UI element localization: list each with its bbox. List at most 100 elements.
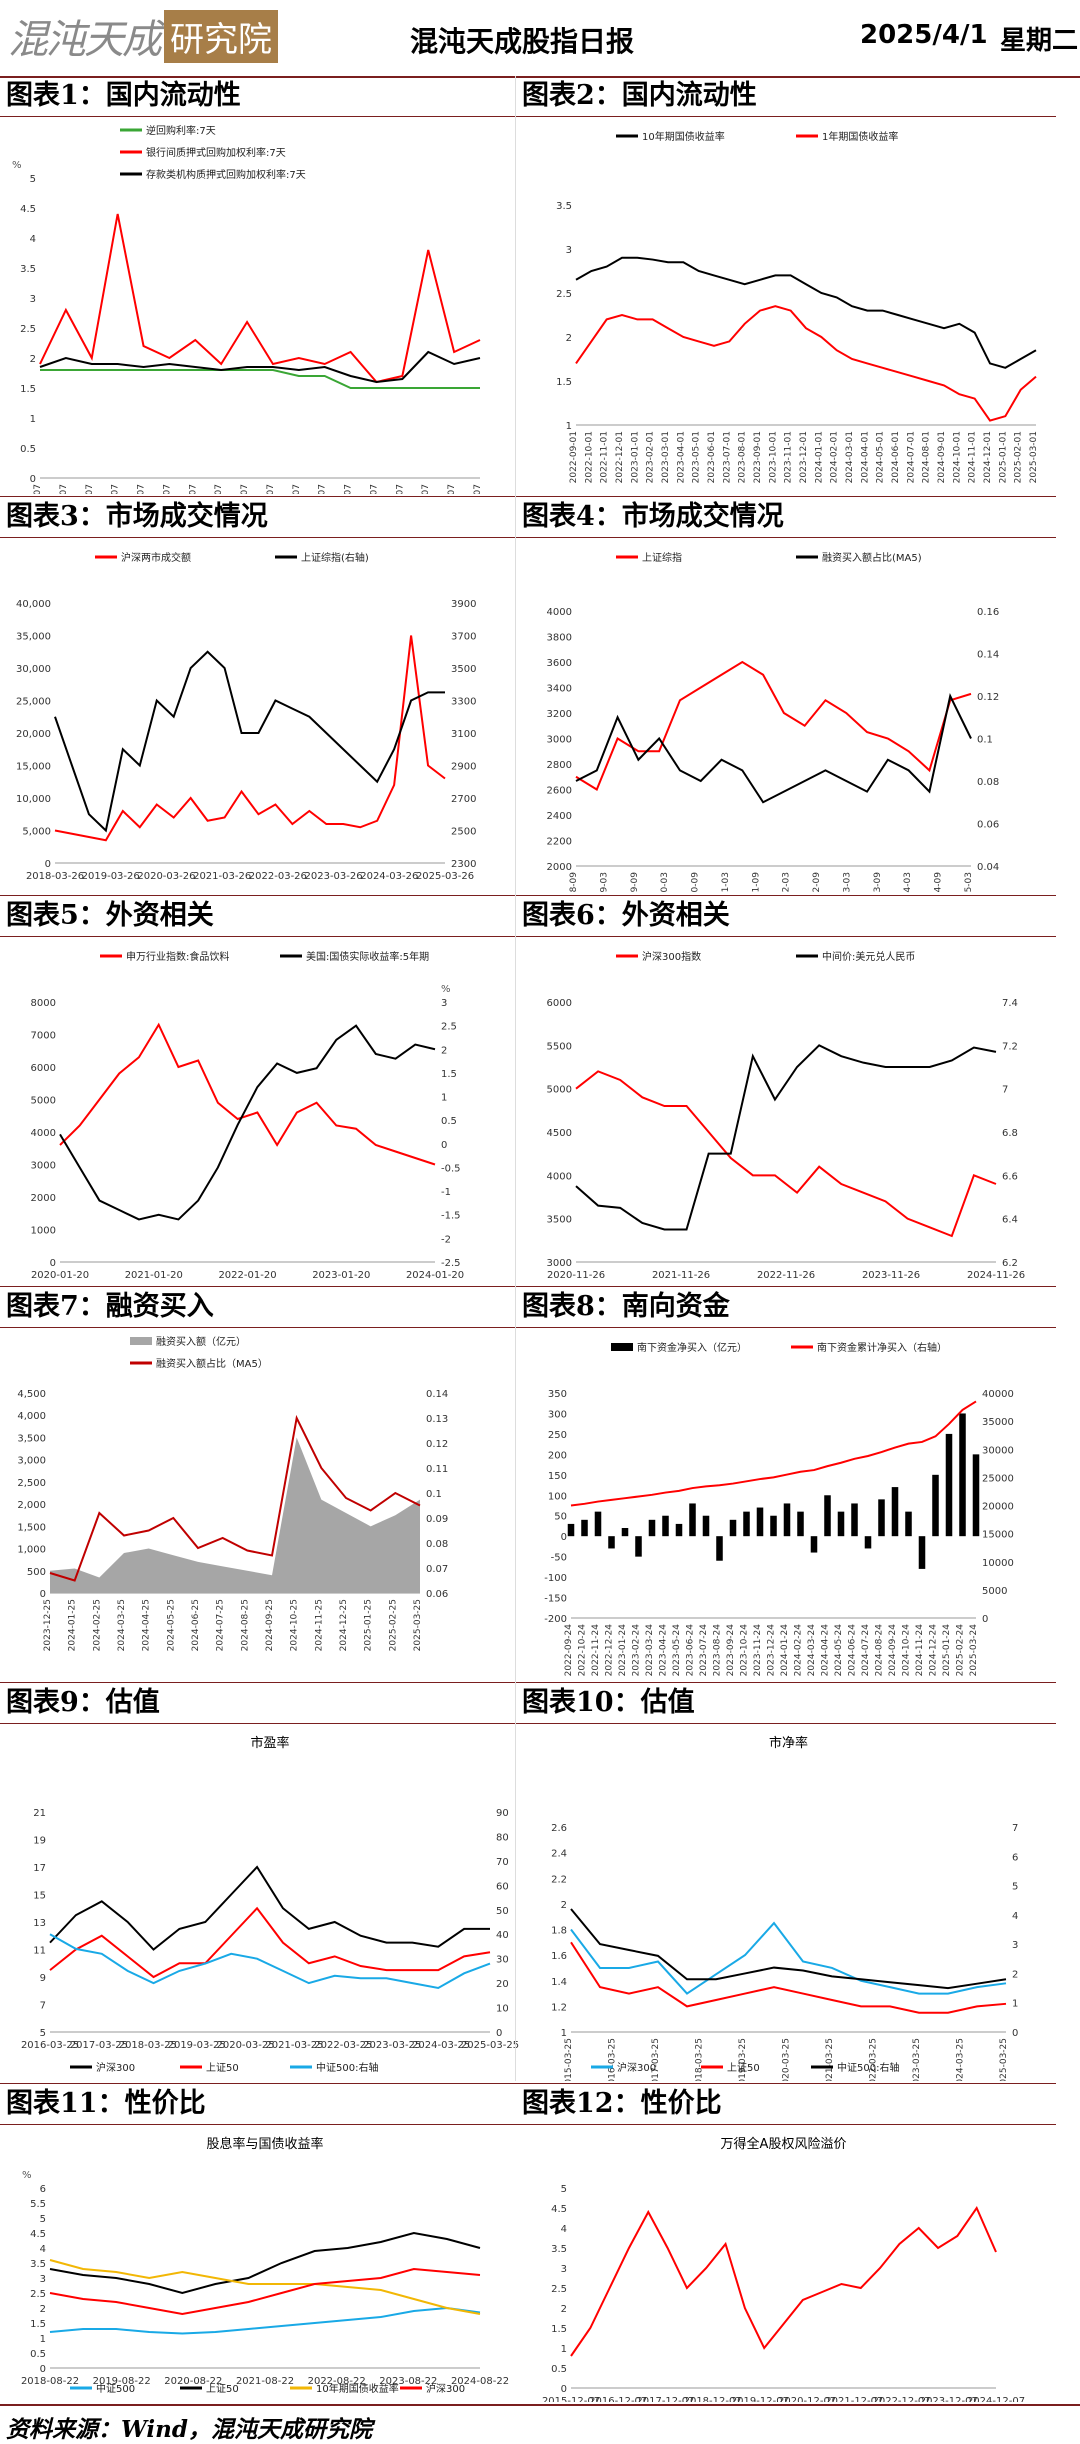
x-tick-label: 2023-08-24: [713, 1624, 723, 1677]
x-tick-label: 2024-08-07: [292, 484, 302, 494]
x-tick-label: 2024-01-24: [780, 1624, 790, 1677]
x-tick-label: 2024-03-25: [412, 2040, 470, 2051]
x-tick-label: 2024-12-01: [983, 431, 993, 483]
y2-tick-label: 6.6: [1002, 1171, 1018, 1182]
bar: [594, 1511, 602, 1537]
y2-tick-label: 70: [496, 1857, 509, 1868]
y-tick-label: 11: [33, 1946, 46, 1957]
series-line: [59, 1022, 436, 1166]
legend-label: 10年期国债收益率: [642, 130, 725, 143]
x-tick-label: 2024-07-07: [266, 484, 276, 494]
x-tick-label: 2023-09-24: [726, 1624, 736, 1677]
legend-label: 上证50: [206, 2062, 239, 2074]
y2-tick-label: 40: [496, 1930, 509, 1941]
y-tick-label: 3: [566, 245, 572, 256]
y-tick-label: 15,000: [16, 762, 51, 773]
y-tick-label: 8000: [31, 998, 56, 1009]
x-tick-label: 2021-03-25: [825, 2038, 835, 2081]
x-tick-label: 2021-03-25: [265, 2040, 323, 2051]
x-tick-label: 2025-03-07: [473, 484, 483, 494]
report-date: 2025/4/1: [860, 20, 988, 50]
x-tick-label: 2018-03-26: [26, 871, 84, 882]
y-tick-label: 1: [40, 2334, 46, 2345]
y-tick-label: 1.4: [551, 1977, 567, 1988]
x-tick-label: 2020-03-25: [782, 2038, 792, 2081]
chart-panel-title: 图表8：南向资金: [522, 1291, 730, 1322]
y2-tick-label: 0.16: [977, 607, 999, 618]
x-tick-label: 2022-12-24: [605, 1624, 615, 1677]
y-tick-label: 2000: [31, 1193, 56, 1204]
series-line: [49, 1865, 490, 1951]
y-tick-label: 2: [30, 354, 36, 365]
x-tick-label: 2017-03-25: [70, 2040, 128, 2051]
panel-title-divider: [516, 116, 1056, 117]
y2-tick-label: 0: [982, 1614, 988, 1625]
x-tick-label: 2023-07-24: [699, 1624, 709, 1677]
bar: [932, 1474, 939, 1537]
y-tick-label: 4.5: [30, 2229, 46, 2240]
y2-tick-label: 3900: [451, 599, 476, 610]
x-tick-label: 2023-01-20: [312, 1270, 370, 1281]
y-tick-label: 3000: [547, 1258, 572, 1269]
x-tick-label: 2021-08-22: [236, 2376, 294, 2387]
y2-axis-unit: %: [441, 984, 451, 995]
chart-legend: 沪深300指数 中间价:美元兑人民币: [616, 950, 915, 963]
bar: [756, 1507, 764, 1537]
x-tick-label: 2023-03-01: [661, 431, 671, 483]
x-tick-label: 2024-05-07: [214, 484, 224, 494]
y-tick-label: 5.5: [30, 2199, 46, 2210]
y-tick-label: 6000: [31, 1063, 56, 1074]
y-tick-label: 35,000: [16, 632, 51, 643]
y2-tick-label: 35000: [982, 1417, 1014, 1428]
y-tick-label: 3400: [547, 684, 572, 695]
legend-label: 南下资金累计净买入（右轴）: [817, 1341, 947, 1354]
y-tick-label: 19: [33, 1836, 46, 1847]
y-tick-label: 1,500: [17, 1522, 46, 1533]
y-tick-label: -50: [551, 1553, 567, 1564]
x-tick-label: 2020-12-07: [778, 2396, 836, 2402]
y2-tick-label: 2700: [451, 794, 476, 805]
x-tick-label: 2024-11-07: [369, 484, 379, 494]
x-tick-label: 2016-03-25: [21, 2040, 79, 2051]
x-tick-label: 2024-12-24: [929, 1624, 939, 1677]
chart-legend: 沪深300 上证50 中证500:右轴: [591, 2061, 899, 2074]
x-tick-label: 2024-06-25: [191, 1599, 201, 1651]
y2-tick-label: 90: [496, 1808, 509, 1819]
y2-tick-label: 3100: [451, 729, 476, 740]
y-tick-label: 3.5: [551, 2244, 567, 2255]
y-tick-label: 1.5: [20, 384, 36, 395]
y2-tick-label: -1: [441, 1187, 451, 1198]
x-tick-label: 2021-12-07: [825, 2396, 883, 2402]
series-line: [49, 2267, 481, 2316]
chart-title: 万得全A股权风险溢价: [721, 2136, 847, 2152]
y2-tick-label: 0.14: [426, 1389, 448, 1400]
x-tick-label: 2024-07-24: [861, 1624, 871, 1677]
bar: [716, 1536, 723, 1561]
x-tick-label: 2023-12-07: [85, 484, 95, 494]
x-tick-label: 2019-03-26: [82, 871, 140, 882]
y-tick-label: 21: [33, 1808, 46, 1819]
y-tick-label: 5000: [31, 1096, 56, 1107]
x-tick-label: 2018-08-22: [21, 2376, 79, 2387]
y-axis-unit: %: [12, 160, 22, 171]
y2-tick-label: 3500: [451, 664, 476, 675]
chart-panel-title: 图表12：性价比: [522, 2088, 722, 2119]
chart-panel-title: 图表10：估值: [522, 1687, 695, 1718]
y2-tick-label: 10000: [982, 1558, 1014, 1569]
y2-tick-label: 30: [496, 1955, 509, 1966]
legend-label: 中间价:美元兑人民币: [822, 950, 915, 963]
legend-label: 逆回购利率:7天: [146, 124, 216, 137]
y-tick-label: -100: [544, 1573, 567, 1584]
series-line: [575, 692, 972, 804]
x-tick-label: 2023-12-01: [799, 431, 809, 483]
panel-title-divider: [516, 1723, 1056, 1724]
y2-tick-label: 30000: [982, 1445, 1014, 1456]
x-tick-label: 2024-02-07: [137, 484, 147, 494]
bar: [851, 1503, 858, 1537]
chart-title: 市盈率: [250, 1735, 289, 1751]
chart-legend: 上证综指 融资买入额占比(MA5): [616, 551, 922, 564]
x-tick-label: 2023-01-24: [618, 1624, 628, 1677]
y-tick-label: 3500: [547, 1215, 572, 1226]
y2-tick-label: -0.5: [441, 1163, 461, 1174]
series-line: [40, 369, 480, 389]
